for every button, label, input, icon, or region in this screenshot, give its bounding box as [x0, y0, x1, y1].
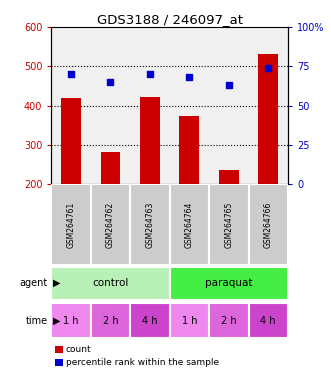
- Text: control: control: [92, 278, 129, 288]
- Bar: [209, 184, 249, 265]
- Bar: [51, 267, 169, 300]
- Bar: [91, 303, 130, 338]
- Point: [226, 82, 231, 88]
- Text: 2 h: 2 h: [103, 316, 118, 326]
- Title: GDS3188 / 246097_at: GDS3188 / 246097_at: [97, 13, 243, 26]
- Bar: [169, 303, 209, 338]
- Bar: [130, 303, 169, 338]
- Text: ▶: ▶: [53, 316, 61, 326]
- Bar: [209, 303, 249, 338]
- Point: [187, 74, 192, 80]
- Bar: [51, 303, 91, 338]
- Point: [147, 71, 153, 77]
- Bar: [219, 170, 239, 184]
- Text: GSM264762: GSM264762: [106, 202, 115, 248]
- Point: [265, 65, 271, 71]
- Text: 4 h: 4 h: [142, 316, 158, 326]
- Text: 4 h: 4 h: [260, 316, 276, 326]
- Text: GSM264765: GSM264765: [224, 202, 233, 248]
- Bar: [91, 184, 130, 265]
- Point: [108, 79, 113, 85]
- Text: GSM264766: GSM264766: [264, 202, 273, 248]
- Text: percentile rank within the sample: percentile rank within the sample: [66, 358, 219, 367]
- Bar: [61, 98, 81, 184]
- Text: time: time: [26, 316, 48, 326]
- Bar: [179, 116, 199, 184]
- Text: GSM264761: GSM264761: [67, 202, 75, 248]
- Bar: [259, 55, 278, 184]
- Text: GSM264763: GSM264763: [145, 202, 155, 248]
- Bar: [249, 184, 288, 265]
- Bar: [249, 303, 288, 338]
- Bar: [169, 184, 209, 265]
- Text: agent: agent: [20, 278, 48, 288]
- Text: 2 h: 2 h: [221, 316, 237, 326]
- Point: [69, 71, 74, 77]
- Text: 1 h: 1 h: [182, 316, 197, 326]
- Text: count: count: [66, 344, 91, 354]
- Bar: [101, 152, 120, 184]
- Bar: [130, 184, 169, 265]
- Text: paraquat: paraquat: [205, 278, 253, 288]
- Text: 1 h: 1 h: [63, 316, 79, 326]
- Bar: [169, 267, 288, 300]
- Bar: [140, 97, 160, 184]
- Text: ▶: ▶: [53, 278, 61, 288]
- Text: GSM264764: GSM264764: [185, 202, 194, 248]
- Bar: [51, 184, 91, 265]
